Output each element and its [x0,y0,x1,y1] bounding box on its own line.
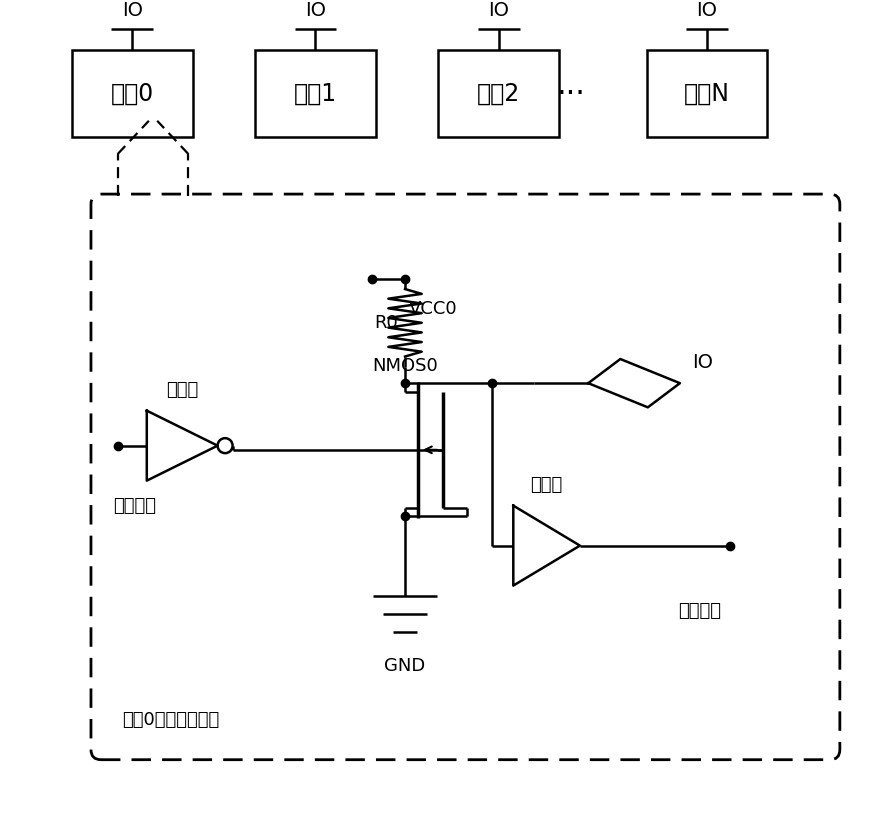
Bar [438,50,559,137]
Text: IO: IO [122,2,142,20]
Bar [647,50,767,137]
Text: GND: GND [384,656,426,675]
Text: 设备0: 设备0 [111,82,154,106]
Text: 反相器: 反相器 [166,381,198,399]
Text: IO: IO [696,2,718,20]
Text: NMOS0: NMOS0 [373,357,438,375]
Text: 输出信号: 输出信号 [113,496,157,515]
Text: ···: ··· [558,80,586,108]
Text: 设备1: 设备1 [294,82,337,106]
Text: R0: R0 [374,314,398,332]
Bar [255,50,376,137]
Text: 设备N: 设备N [684,82,730,106]
Text: 缓冲器: 缓冲器 [530,476,563,494]
Text: IO: IO [489,2,509,20]
Text: 输入信号: 输入信号 [679,601,721,620]
Text: 设备0内部基本电路: 设备0内部基本电路 [122,711,219,729]
Text: IO: IO [692,353,713,372]
Bar [72,50,193,137]
Text: IO: IO [305,2,326,20]
Text: VCC0: VCC0 [409,300,458,318]
Text: 设备2: 设备2 [477,82,520,106]
